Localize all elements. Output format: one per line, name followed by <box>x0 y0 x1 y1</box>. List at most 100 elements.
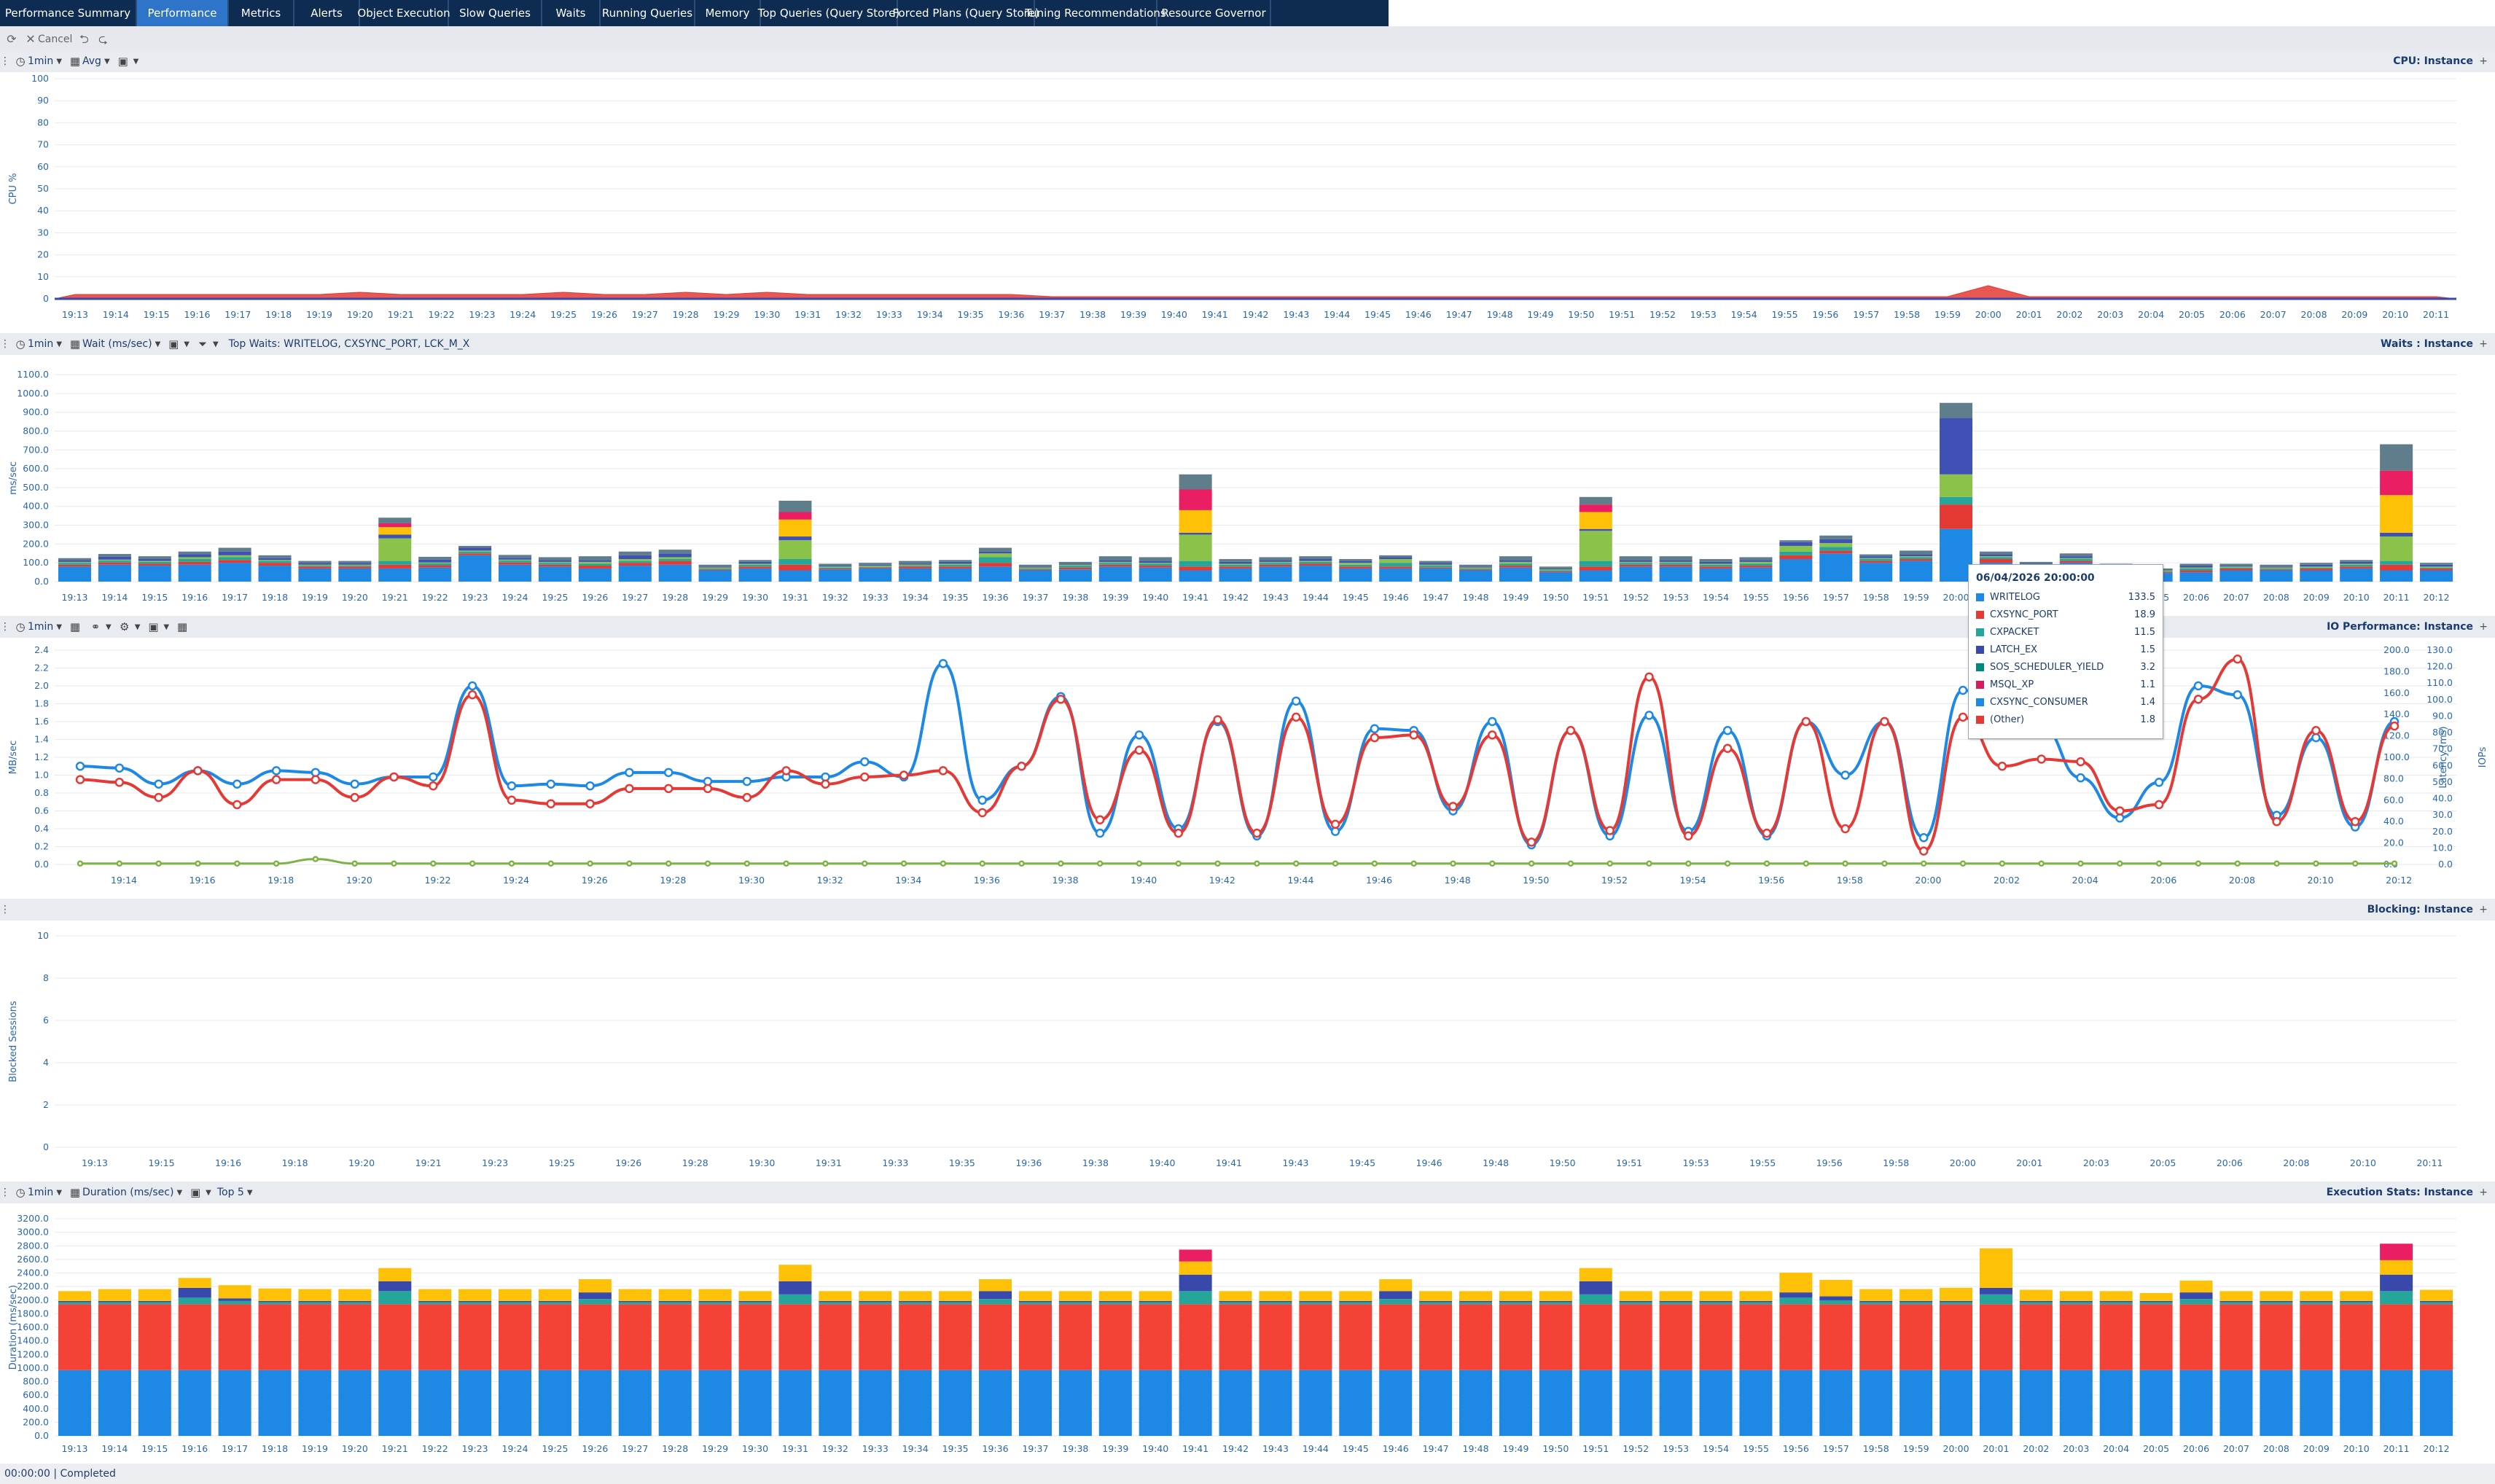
io-point[interactable] <box>1371 860 1378 867</box>
bar-segment[interactable] <box>1098 1370 1132 1436</box>
bar-segment[interactable] <box>1899 1289 1933 1301</box>
io-point[interactable] <box>899 770 909 780</box>
expand-icon[interactable]: + <box>2479 621 2488 633</box>
bar-segment[interactable] <box>1219 566 1252 569</box>
bar-segment[interactable] <box>58 566 91 582</box>
bar-segment[interactable] <box>658 553 692 558</box>
bar-segment[interactable] <box>1659 1300 1692 1303</box>
bar-segment[interactable] <box>338 1289 372 1301</box>
bar-segment[interactable] <box>2340 563 2373 565</box>
bar-segment[interactable] <box>1499 1304 1532 1370</box>
bar-segment[interactable] <box>2219 1300 2253 1303</box>
bar-segment[interactable] <box>1579 1281 1612 1294</box>
bar-segment[interactable] <box>1859 559 1893 561</box>
bar-segment[interactable] <box>1018 1304 1052 1370</box>
bar-segment[interactable] <box>738 1370 772 1436</box>
io-point[interactable] <box>2273 860 2280 867</box>
io-point[interactable] <box>1918 846 1929 856</box>
bar-segment[interactable] <box>1419 561 1453 563</box>
bar-segment[interactable] <box>1058 1370 1092 1436</box>
bar-segment[interactable] <box>538 563 571 565</box>
io-point[interactable] <box>1724 860 1731 867</box>
bar-segment[interactable] <box>1979 551 2012 555</box>
io-point[interactable] <box>742 776 752 786</box>
io-point[interactable] <box>742 792 752 802</box>
bar-segment[interactable] <box>1139 561 1172 563</box>
bar-segment[interactable] <box>338 1370 372 1436</box>
bar-segment[interactable] <box>1379 559 1413 563</box>
io-point[interactable] <box>429 772 438 782</box>
bar-segment[interactable] <box>1018 570 1052 582</box>
bar-segment[interactable] <box>618 561 652 563</box>
io-point[interactable] <box>1332 860 1339 867</box>
io-point[interactable] <box>1370 733 1380 743</box>
bar-segment[interactable] <box>1659 1370 1692 1436</box>
bar-segment[interactable] <box>859 568 892 582</box>
bar-segment[interactable] <box>1979 554 2012 557</box>
bar-segment[interactable] <box>1139 566 1172 568</box>
io-point[interactable] <box>508 860 515 867</box>
bar-segment[interactable] <box>138 1302 171 1305</box>
expand-icon[interactable]: + <box>2479 338 2488 350</box>
bar-segment[interactable] <box>1259 1291 1292 1301</box>
io-point[interactable] <box>1685 860 1692 867</box>
io-point[interactable] <box>862 860 868 867</box>
bar-segment[interactable] <box>1499 561 1532 564</box>
bar-segment[interactable] <box>2300 570 2333 582</box>
bar-segment[interactable] <box>1379 566 1413 569</box>
bar-segment[interactable] <box>1539 569 1572 571</box>
bar-segment[interactable] <box>939 561 972 564</box>
bar-segment[interactable] <box>378 561 412 565</box>
bar-segment[interactable] <box>859 566 892 568</box>
bar-segment[interactable] <box>2019 1289 2053 1301</box>
bar-segment[interactable] <box>378 518 412 523</box>
io-point[interactable] <box>547 860 555 867</box>
bar-segment[interactable] <box>778 559 812 565</box>
bar-segment[interactable] <box>1739 560 1773 562</box>
bar-segment[interactable] <box>698 1289 732 1301</box>
bar-segment[interactable] <box>578 563 612 566</box>
tab-memory[interactable]: Memory <box>695 0 761 26</box>
bar-segment[interactable] <box>2420 570 2453 582</box>
bar-segment[interactable] <box>178 1287 211 1298</box>
io-point[interactable] <box>2037 754 2046 764</box>
bar-segment[interactable] <box>658 561 692 565</box>
bar-segment[interactable] <box>1379 555 1413 558</box>
bar-segment[interactable] <box>1459 1291 1493 1301</box>
bar-segment[interactable] <box>538 1302 571 1305</box>
io-point[interactable] <box>1763 860 1770 867</box>
bar-segment[interactable] <box>738 563 772 565</box>
bar-segment[interactable] <box>1259 1300 1292 1303</box>
bar-segment[interactable] <box>1219 1291 1252 1301</box>
bar-segment[interactable] <box>698 1304 732 1370</box>
bar-segment[interactable] <box>1499 566 1532 568</box>
bar-segment[interactable] <box>499 1289 532 1301</box>
export-dropdown[interactable]: ▣ ▼ <box>116 54 139 69</box>
bar-segment[interactable] <box>538 566 571 582</box>
bar-segment[interactable] <box>1379 1279 1413 1292</box>
bar-segment[interactable] <box>778 540 812 560</box>
bar-segment[interactable] <box>1819 1304 1853 1370</box>
bar-segment[interactable] <box>178 557 211 560</box>
io-point[interactable] <box>311 768 321 778</box>
bar-segment[interactable] <box>1299 1300 1332 1303</box>
bar-segment[interactable] <box>1739 563 1773 566</box>
bar-segment[interactable] <box>658 559 692 561</box>
bar-segment[interactable] <box>899 1302 932 1305</box>
io-point[interactable] <box>1450 860 1456 867</box>
bar-segment[interactable] <box>819 566 852 568</box>
bar-segment[interactable] <box>1859 558 1893 560</box>
bar-segment[interactable] <box>578 1299 612 1305</box>
bar-segment[interactable] <box>738 568 772 582</box>
bar-segment[interactable] <box>1779 1304 1813 1370</box>
bar-segment[interactable] <box>2420 563 2453 565</box>
bar-segment[interactable] <box>418 563 452 566</box>
bar-segment[interactable] <box>338 561 372 563</box>
io-point[interactable] <box>1175 860 1182 867</box>
io-point[interactable] <box>704 860 711 867</box>
bar-segment[interactable] <box>2179 1370 2213 1436</box>
bar-segment[interactable] <box>2340 1302 2373 1305</box>
bar-segment[interactable] <box>1339 564 1373 567</box>
bar-segment[interactable] <box>1098 1302 1132 1305</box>
bar-segment[interactable] <box>2059 558 2093 560</box>
